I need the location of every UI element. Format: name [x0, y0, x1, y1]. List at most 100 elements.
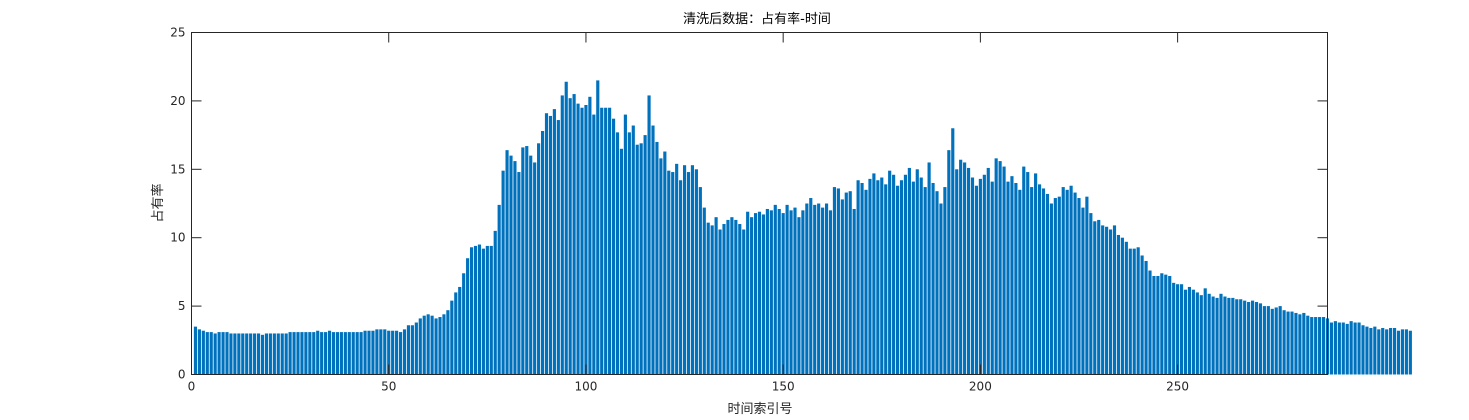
bar [777, 208, 781, 375]
bar [860, 182, 864, 375]
bar [1353, 322, 1357, 375]
x-ticks-group: 0 50 100 150 200 250 [188, 32, 1189, 394]
y-axis-label: 占有率 [150, 183, 166, 222]
bar [320, 332, 324, 375]
bar [395, 330, 399, 375]
bar [391, 330, 395, 375]
bar [927, 162, 931, 375]
bar [931, 182, 935, 375]
bar [1057, 196, 1061, 375]
bar [671, 172, 675, 375]
bar [1211, 296, 1215, 375]
bar [907, 167, 911, 375]
bar [959, 159, 963, 375]
bar [919, 177, 923, 375]
bar [982, 174, 986, 375]
bar [509, 155, 513, 375]
bar [477, 244, 482, 375]
bar [686, 172, 691, 375]
bar [872, 173, 876, 375]
bar [253, 333, 257, 375]
bar [418, 318, 422, 375]
bar [738, 224, 742, 375]
bar [1081, 207, 1085, 375]
bar [663, 151, 667, 375]
bar [1262, 306, 1266, 375]
bar [935, 191, 939, 375]
bar [1282, 310, 1286, 375]
bar [1231, 297, 1235, 375]
bar [525, 146, 529, 375]
bar [300, 332, 304, 375]
bar [1373, 326, 1377, 375]
bar [379, 329, 383, 375]
bar [623, 114, 627, 375]
bar [876, 180, 880, 375]
bar [209, 332, 213, 375]
bar [288, 332, 292, 375]
bar [1140, 255, 1144, 375]
bar [714, 217, 718, 375]
bar [430, 315, 434, 375]
bar [639, 143, 643, 375]
bar [1148, 270, 1152, 375]
bar [627, 132, 631, 375]
bar [955, 169, 959, 375]
bar [596, 80, 600, 375]
bar [505, 150, 509, 375]
bar [556, 120, 560, 375]
bar [580, 107, 584, 375]
bar [1089, 213, 1093, 375]
bar [1400, 329, 1405, 375]
bar [694, 169, 698, 375]
x-tick-label: 0 [188, 380, 196, 394]
bar [1010, 176, 1014, 375]
bar [245, 333, 249, 375]
bar [347, 332, 351, 375]
bar [1345, 323, 1349, 375]
bar [1160, 273, 1164, 375]
bar [529, 155, 533, 375]
bar [481, 248, 485, 375]
bar [1314, 317, 1318, 375]
bar [1097, 219, 1101, 375]
bar [438, 317, 442, 375]
bar [986, 167, 990, 375]
y-tick-label: 5 [178, 299, 186, 313]
bar [679, 180, 683, 375]
bar [241, 333, 245, 375]
bar [410, 325, 414, 375]
bar [355, 332, 359, 375]
bar [213, 333, 217, 375]
bar [600, 107, 604, 375]
bar [1112, 225, 1117, 375]
bar [635, 144, 639, 375]
bar [517, 172, 521, 375]
bar [1203, 288, 1207, 375]
bar [1085, 196, 1089, 375]
bar [1361, 325, 1365, 375]
bar [544, 113, 549, 375]
bar [1073, 192, 1077, 375]
bar [611, 118, 616, 375]
bar [1136, 247, 1140, 375]
x-tick-label: 100 [574, 380, 597, 394]
bar [1101, 225, 1105, 375]
bar [868, 178, 872, 375]
bar [363, 330, 367, 375]
bar [1381, 327, 1385, 375]
bar [647, 95, 651, 375]
bar [746, 211, 750, 375]
bar [296, 332, 300, 375]
x-tick-label: 50 [381, 380, 396, 394]
bar [821, 207, 825, 375]
bar [1337, 322, 1341, 375]
bar [450, 300, 454, 375]
bar [690, 165, 695, 375]
bar [702, 207, 706, 375]
bar [1396, 330, 1401, 375]
bar [1294, 312, 1298, 375]
bar [1333, 321, 1337, 375]
bar [1077, 198, 1081, 375]
